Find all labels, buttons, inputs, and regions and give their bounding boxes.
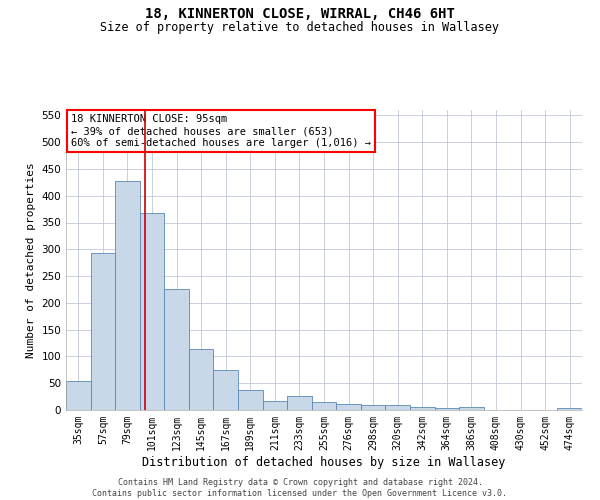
Text: 18 KINNERTON CLOSE: 95sqm
← 39% of detached houses are smaller (653)
60% of semi: 18 KINNERTON CLOSE: 95sqm ← 39% of detac… [71, 114, 371, 148]
Bar [263, 401, 287, 410]
Bar [287, 396, 312, 410]
Bar [434, 408, 459, 410]
Bar [66, 380, 91, 410]
Bar [459, 408, 484, 410]
Bar [238, 390, 263, 410]
Bar [164, 290, 189, 410]
Bar [189, 350, 214, 410]
X-axis label: Distribution of detached houses by size in Wallasey: Distribution of detached houses by size … [142, 456, 506, 468]
Bar [336, 404, 361, 410]
Text: Size of property relative to detached houses in Wallasey: Size of property relative to detached ho… [101, 21, 499, 34]
Text: 18, KINNERTON CLOSE, WIRRAL, CH46 6HT: 18, KINNERTON CLOSE, WIRRAL, CH46 6HT [145, 8, 455, 22]
Y-axis label: Number of detached properties: Number of detached properties [26, 162, 36, 358]
Bar [312, 402, 336, 410]
Bar [115, 180, 140, 410]
Bar [361, 404, 385, 410]
Bar [410, 408, 434, 410]
Bar [91, 253, 115, 410]
Bar [385, 404, 410, 410]
Bar [214, 370, 238, 410]
Text: Contains HM Land Registry data © Crown copyright and database right 2024.
Contai: Contains HM Land Registry data © Crown c… [92, 478, 508, 498]
Bar [140, 214, 164, 410]
Bar [557, 408, 582, 410]
